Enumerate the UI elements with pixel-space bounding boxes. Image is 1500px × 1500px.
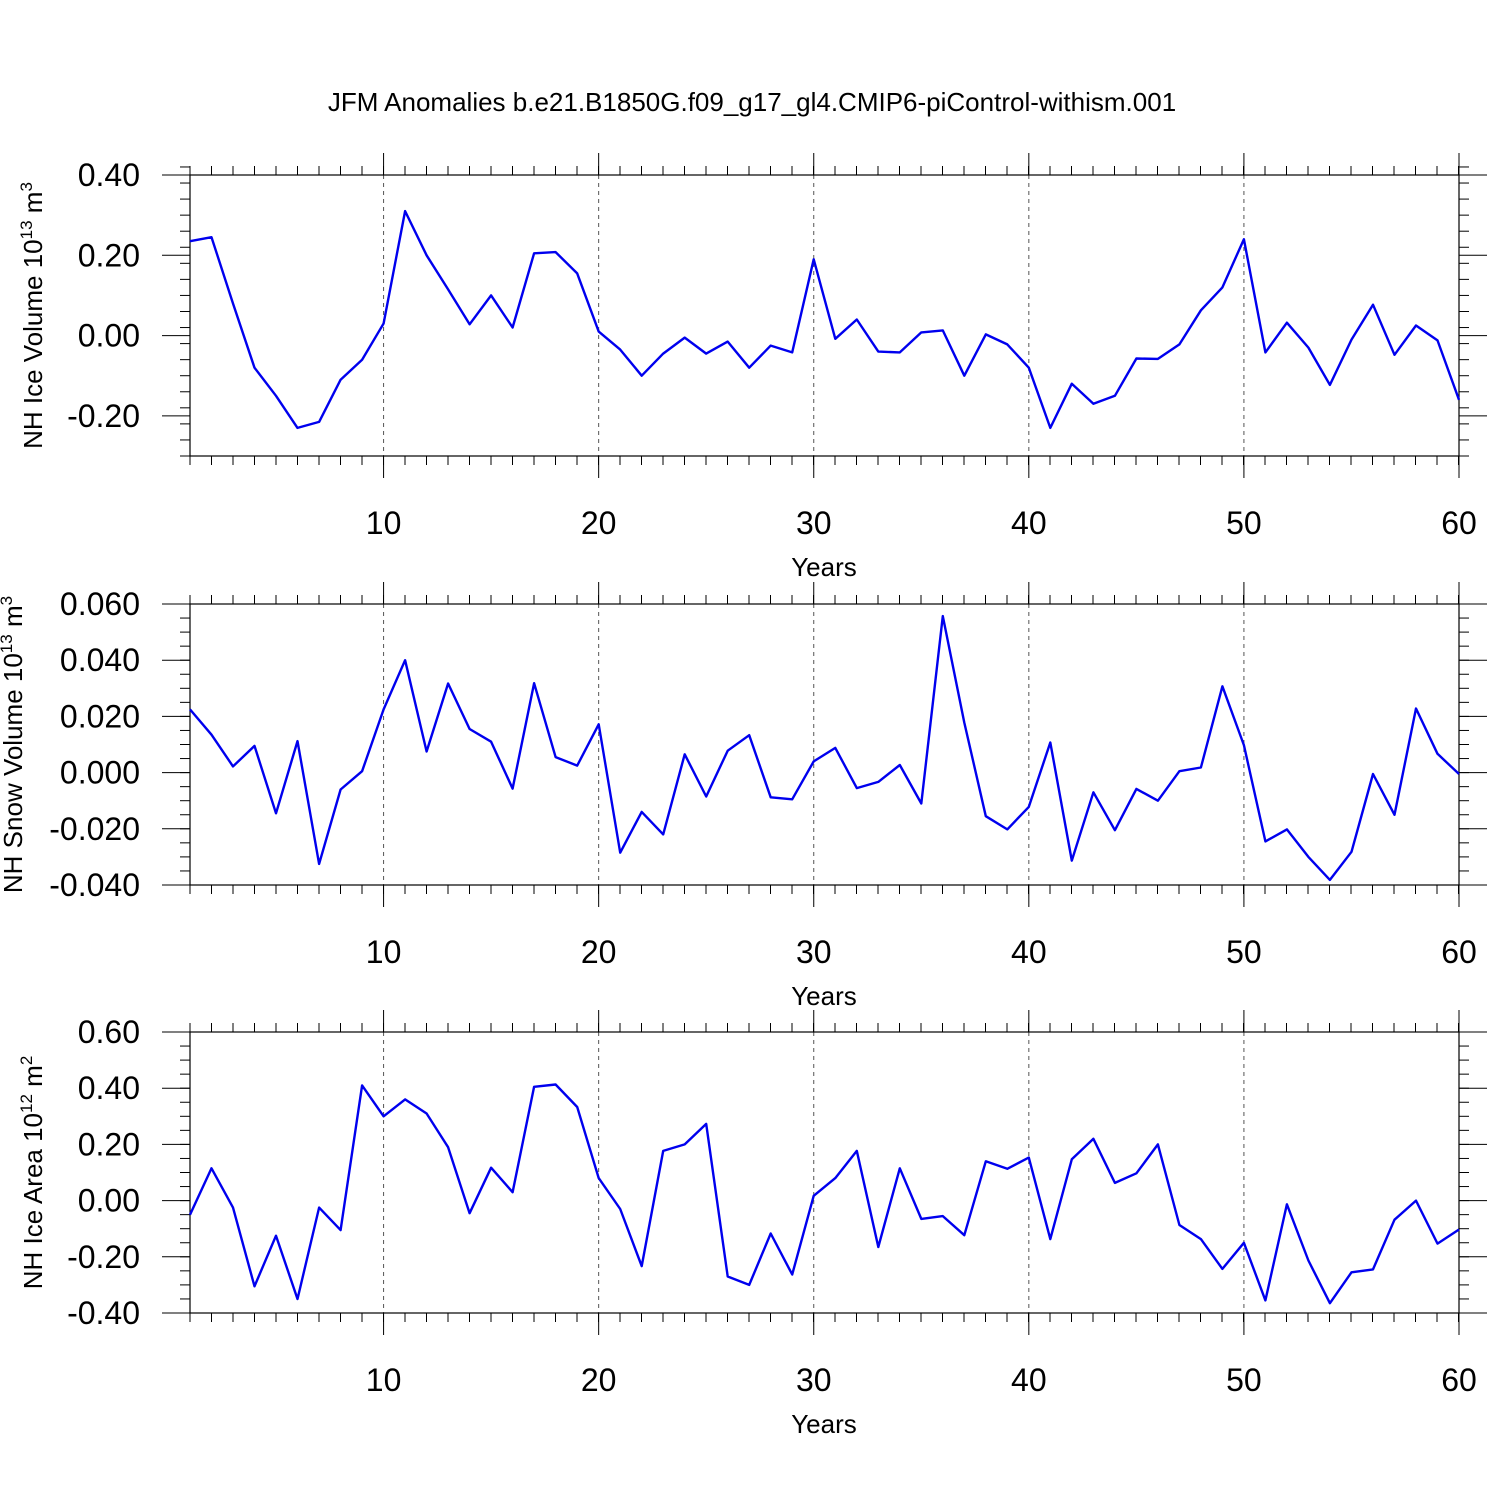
y-tick-label: -0.20 bbox=[67, 1239, 140, 1275]
series-line bbox=[188, 1083, 1460, 1305]
y-tick-label: -0.040 bbox=[49, 867, 140, 903]
y-tick-label: -0.40 bbox=[67, 1295, 140, 1331]
series-line bbox=[189, 614, 1460, 882]
y-axis-label: NH Ice Volume 1013 m3 bbox=[17, 182, 48, 449]
y-axis-label-superscript: 13 bbox=[0, 634, 16, 653]
x-tick-label: 50 bbox=[1226, 1362, 1262, 1398]
y-axis-label-text: NH Ice Area 10 bbox=[18, 1113, 48, 1289]
x-tick-label: 30 bbox=[796, 1362, 832, 1398]
plot-frame bbox=[189, 174, 1460, 457]
x-tick-label: 60 bbox=[1441, 1362, 1477, 1398]
figure-title: JFM Anomalies b.e21.B1850G.f09_g17_gl4.C… bbox=[328, 87, 1176, 117]
y-axis-label-text: m bbox=[18, 1065, 48, 1094]
x-tick-label: 10 bbox=[366, 1362, 402, 1398]
x-tick-label: 40 bbox=[1011, 1362, 1047, 1398]
x-tick-label: 30 bbox=[796, 934, 832, 970]
y-tick-label: 0.00 bbox=[78, 1183, 140, 1219]
y-axis-label-text: NH Snow Volume 10 bbox=[0, 653, 28, 893]
x-tick-label: 60 bbox=[1441, 505, 1477, 541]
y-axis-label-superscript: 12 bbox=[17, 1094, 36, 1113]
x-axis-label: Years bbox=[791, 552, 857, 582]
chart-panel-1: 10 20 30 40 50 60 -0.20 0.00 0.20 0.40 Years NH Ice… bbox=[17, 153, 1487, 582]
x-tick-label: 20 bbox=[581, 1362, 617, 1398]
chart-panels: 10 20 30 40 50 60 -0.20 0.00 0.20 0.40 Years NH Ice… bbox=[0, 153, 1487, 1439]
y-tick-label: 0.20 bbox=[78, 1126, 140, 1162]
x-tick-label: 60 bbox=[1441, 934, 1477, 970]
x-axis-label: Years bbox=[791, 981, 857, 1011]
y-axis-label-superscript: 3 bbox=[17, 182, 36, 191]
y-axis-label-text: m bbox=[18, 192, 48, 221]
y-tick-label: 0.00 bbox=[78, 318, 140, 354]
x-tick-label: 50 bbox=[1226, 505, 1262, 541]
y-tick-label: -0.20 bbox=[67, 398, 140, 434]
y-axis-label-text: NH Ice Volume 10 bbox=[18, 239, 48, 449]
x-tick-label: 20 bbox=[581, 505, 617, 541]
x-tick-label: 10 bbox=[366, 505, 402, 541]
y-tick-label: 0.40 bbox=[78, 157, 140, 193]
x-tick-label: 40 bbox=[1011, 505, 1047, 541]
y-tick-label: 0.60 bbox=[78, 1014, 140, 1050]
y-tick-label: -0.020 bbox=[49, 811, 140, 847]
y-axis-label: NH Snow Volume 1013 m3 bbox=[0, 596, 28, 893]
y-tick-label: 0.060 bbox=[60, 586, 140, 622]
y-tick-label: 0.020 bbox=[60, 698, 140, 734]
x-tick-label: 30 bbox=[796, 505, 832, 541]
x-tick-label: 40 bbox=[1011, 934, 1047, 970]
x-axis-label: Years bbox=[791, 1409, 857, 1439]
y-tick-label: 0.40 bbox=[78, 1070, 140, 1106]
x-tick-label: 10 bbox=[366, 934, 402, 970]
x-tick-label: 50 bbox=[1226, 934, 1262, 970]
y-axis-label: NH Ice Area 1012 m2 bbox=[17, 1056, 48, 1290]
x-tick-label: 20 bbox=[581, 934, 617, 970]
y-tick-label: 0.000 bbox=[60, 755, 140, 791]
y-axis-label-superscript: 13 bbox=[17, 220, 36, 239]
series-line bbox=[189, 209, 1461, 430]
y-axis-label-superscript: 2 bbox=[17, 1056, 36, 1065]
chart-panel-3: 10 20 30 40 50 60 -0.40 -0.20 0.00 0.20 0.40 0.60 Ye… bbox=[17, 1010, 1487, 1439]
y-tick-label: 0.040 bbox=[60, 642, 140, 678]
y-axis-label-superscript: 3 bbox=[0, 596, 16, 605]
chart-panel-2: 10 20 30 40 50 60 -0.040 -0.020 0.000 0.020 0.040 0… bbox=[0, 582, 1487, 1011]
y-axis-label-text: m bbox=[0, 605, 28, 634]
y-tick-label: 0.20 bbox=[78, 237, 140, 273]
